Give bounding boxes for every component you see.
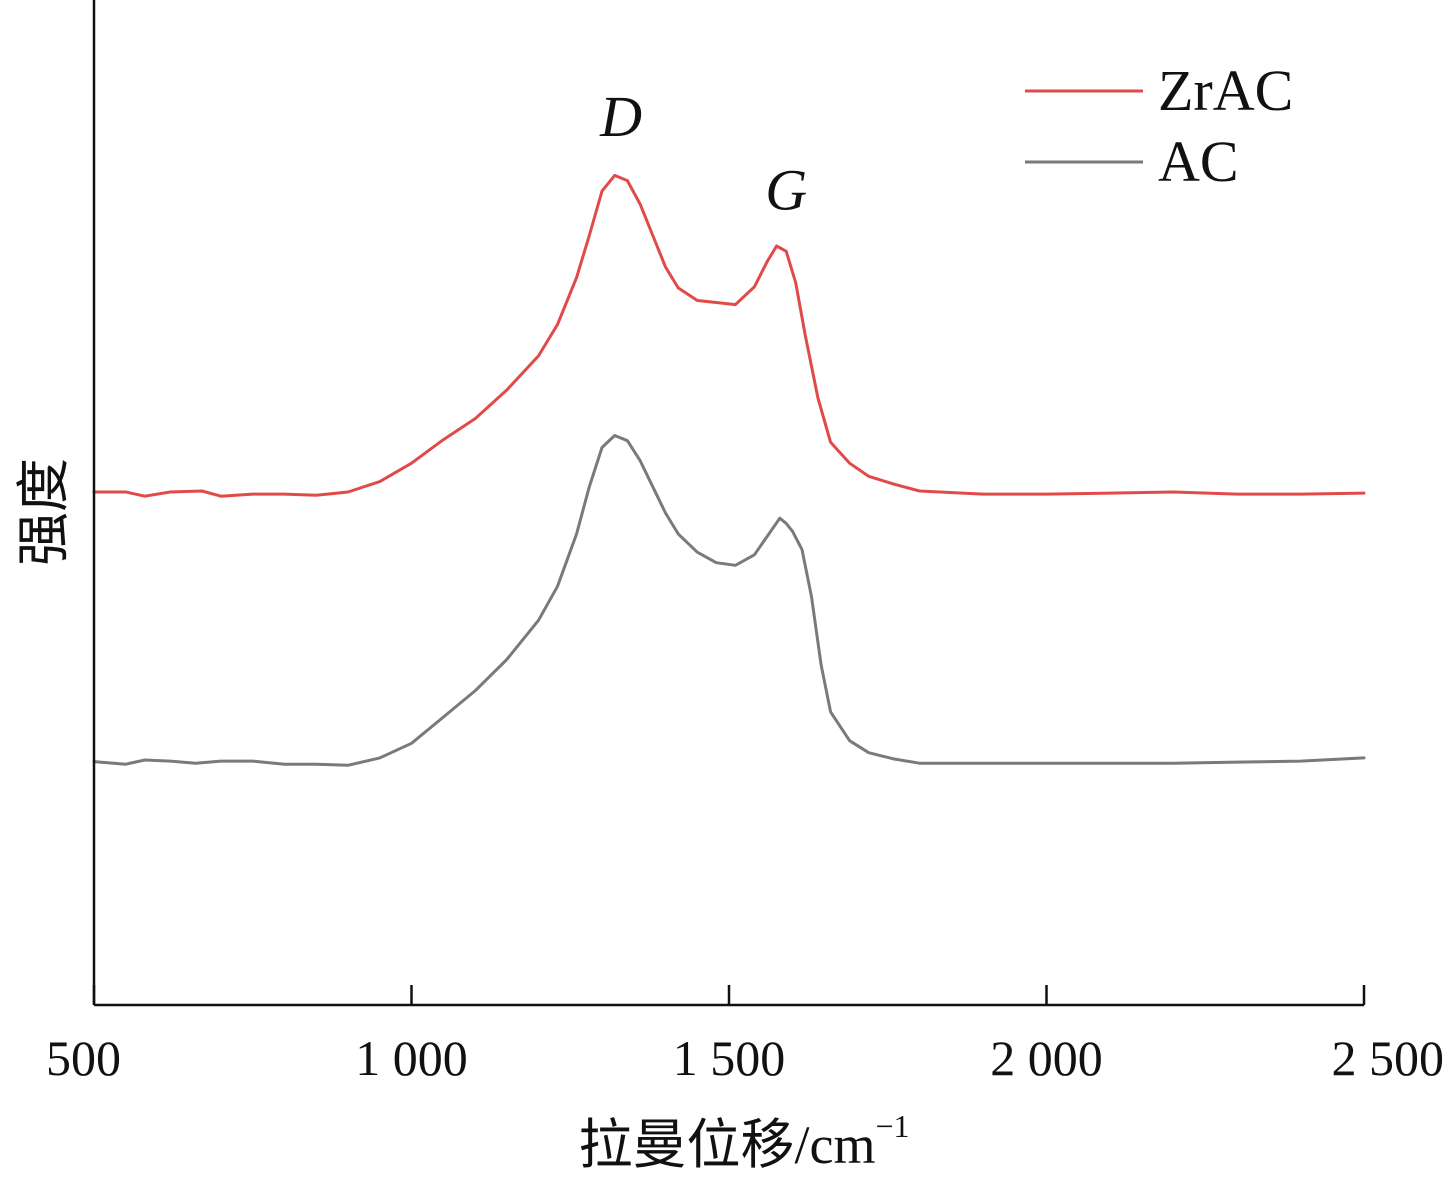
legend: ZrAC AC xyxy=(1025,58,1293,194)
x-tick-label: 1 500 xyxy=(673,1030,786,1086)
peak-label-g: G xyxy=(765,157,807,222)
x-tick-label: 2 500 xyxy=(1332,1030,1445,1086)
x-tick-label: 1 000 xyxy=(355,1030,468,1086)
x-tick-label: 500 xyxy=(46,1030,121,1086)
peak-label-d: D xyxy=(599,84,642,149)
series-line-ac xyxy=(92,434,1366,767)
x-axis-label-main: 拉曼位移/cm xyxy=(578,1115,875,1175)
series-line-zrac xyxy=(92,173,1366,498)
x-axis-label: 拉曼位移/cm−1 xyxy=(578,1108,909,1175)
legend-label-ac: AC xyxy=(1158,129,1239,194)
x-axis-label-superscript: −1 xyxy=(875,1108,909,1144)
peak-annotations: DG xyxy=(599,84,807,222)
x-tick-label: 2 000 xyxy=(990,1030,1103,1086)
series-layer xyxy=(92,173,1366,767)
y-axis-label: 强度 xyxy=(14,458,74,566)
legend-label-zrac: ZrAC xyxy=(1158,58,1293,123)
x-ticks: 500 1 000 1 500 2 000 2 500 xyxy=(46,985,1444,1086)
